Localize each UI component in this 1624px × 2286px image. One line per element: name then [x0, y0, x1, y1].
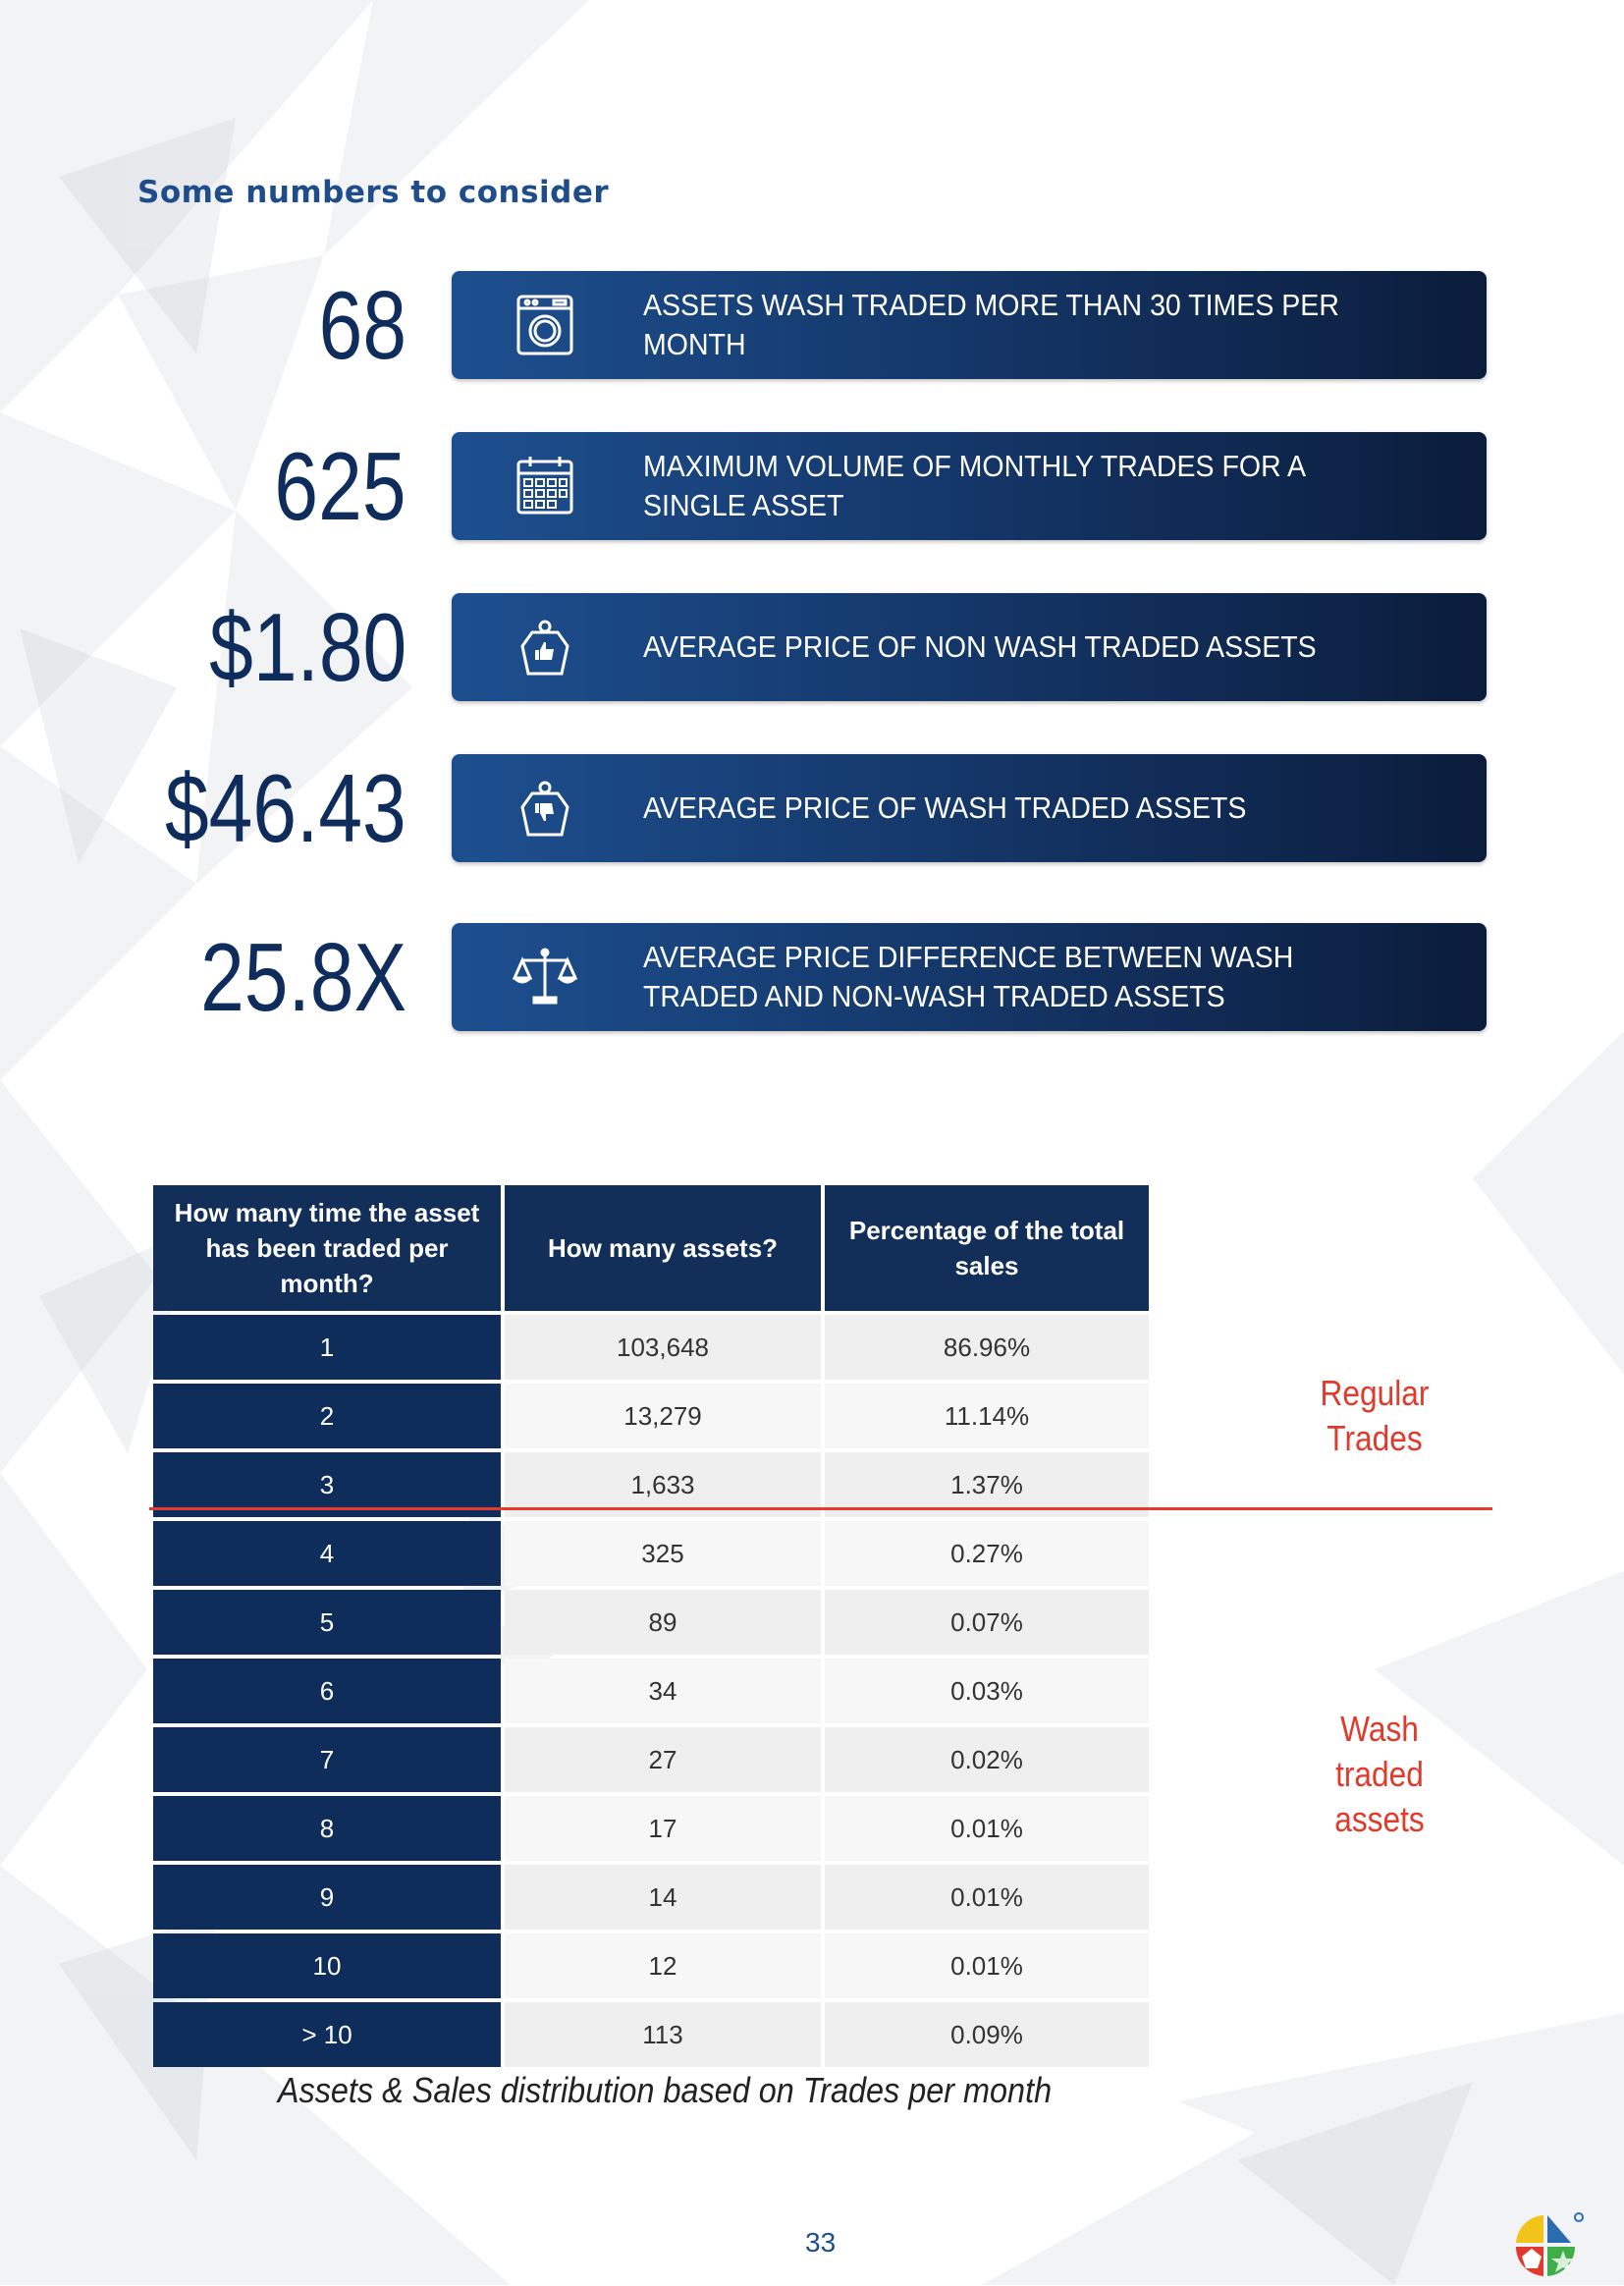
table-row: 2 13,279 11.14%: [153, 1384, 1149, 1448]
table-row: 6 34 0.03%: [153, 1659, 1149, 1723]
table-cell: 0.07%: [825, 1590, 1149, 1655]
regular-trades-label: Regular Trades: [1306, 1371, 1444, 1461]
table-cell: 10: [153, 1933, 501, 1998]
table-row: 4 325 0.27%: [153, 1521, 1149, 1586]
table-cell: 27: [505, 1727, 821, 1792]
table-cell: 2: [153, 1384, 501, 1448]
table-row: 1 103,648 86.96%: [153, 1315, 1149, 1380]
table-cell: 0.09%: [825, 2002, 1149, 2067]
table-row: 9 14 0.01%: [153, 1865, 1149, 1930]
price-tag-thumbs-up-icon: [520, 620, 569, 676]
table-cell: 13,279: [505, 1384, 821, 1448]
table-cell: 3: [153, 1452, 501, 1517]
table-row: 3 1,633 1.37%: [153, 1452, 1149, 1517]
label-line: Wash: [1340, 1709, 1419, 1749]
stat-value: $46.43: [165, 754, 406, 862]
table-cell: 325: [505, 1521, 821, 1586]
table-cell: 34: [505, 1659, 821, 1723]
stat-label: AVERAGE PRICE DIFFERENCE BETWEEN WASH TR…: [643, 940, 1294, 1013]
table-cell: > 10: [153, 2002, 501, 2067]
label-line: traded: [1335, 1754, 1424, 1794]
stat-label: ASSETS WASH TRADED MORE THAN 30 TIMES PE…: [643, 288, 1339, 361]
table-row: 5 89 0.07%: [153, 1590, 1149, 1655]
table-cell: 0.01%: [825, 1933, 1149, 1998]
table-row: 8 17 0.01%: [153, 1796, 1149, 1861]
table-cell: 9: [153, 1865, 501, 1930]
table-header-cell: How many assets?: [505, 1185, 821, 1311]
table-cell: 0.01%: [825, 1796, 1149, 1861]
page-number: 33: [805, 2227, 837, 2258]
table-cell: 0.27%: [825, 1521, 1149, 1586]
table-cell: 86.96%: [825, 1315, 1149, 1380]
stat-banner: AVERAGE PRICE OF NON WASH TRADED ASSETS: [452, 593, 1487, 701]
table-cell: 7: [153, 1727, 501, 1792]
regular-wash-divider: [149, 1507, 1492, 1510]
stat-value: $1.80: [208, 593, 406, 701]
stat-banner: AVERAGE PRICE OF WASH TRADED ASSETS: [452, 754, 1487, 862]
stats-list: 68 ASSETS WASH TRADED MORE THAN 30 TIMES…: [0, 0, 1624, 1080]
wash-traded-label: Wash traded assets: [1315, 1707, 1444, 1842]
table-row: > 10 113 0.09%: [153, 2002, 1149, 2067]
stat-label: AVERAGE PRICE OF NON WASH TRADED ASSETS: [643, 629, 1317, 664]
stat-banner: AVERAGE PRICE DIFFERENCE BETWEEN WASH TR…: [452, 923, 1487, 1031]
calendar-icon: [516, 457, 573, 515]
stat-label: MAXIMUM VOLUME OF MONTHLY TRADES FOR A S…: [643, 449, 1305, 522]
section-heading: Some numbers to consider: [137, 175, 610, 210]
table-cell: 0.02%: [825, 1727, 1149, 1792]
price-tag-thumbs-down-icon: [520, 781, 569, 837]
distribution-table: How many time the asset has been traded …: [149, 1181, 1153, 2071]
brand-logo: [1515, 2212, 1584, 2276]
table-cell: 89: [505, 1590, 821, 1655]
table-cell: 0.01%: [825, 1865, 1149, 1930]
label-line: Trades: [1326, 1418, 1423, 1458]
table-cell: 1.37%: [825, 1452, 1149, 1517]
stat-banner: ASSETS WASH TRADED MORE THAN 30 TIMES PE…: [452, 271, 1487, 379]
table-cell: 6: [153, 1659, 501, 1723]
table-cell: 4: [153, 1521, 501, 1586]
table-cell: 8: [153, 1796, 501, 1861]
table-cell: 0.03%: [825, 1659, 1149, 1723]
table-header-cell: Percentage of the total sales: [825, 1185, 1149, 1311]
table-cell: 1: [153, 1315, 501, 1380]
table-cell: 1,633: [505, 1452, 821, 1517]
table-cell: 17: [505, 1796, 821, 1861]
table-cell: 113: [505, 2002, 821, 2067]
table-row: 10 12 0.01%: [153, 1933, 1149, 1998]
table-header-cell: How many time the asset has been traded …: [153, 1185, 501, 1311]
stat-banner: MAXIMUM VOLUME OF MONTHLY TRADES FOR A S…: [452, 432, 1487, 540]
washing-machine-icon: [516, 295, 573, 355]
stat-value: 625: [274, 432, 406, 540]
stat-value: 25.8X: [199, 923, 406, 1031]
table-cell: 11.14%: [825, 1384, 1149, 1448]
label-line: assets: [1334, 1799, 1425, 1839]
balance-scale-icon: [512, 948, 578, 1005]
table-cell: 5: [153, 1590, 501, 1655]
stat-value: 68: [318, 271, 406, 379]
table-caption: Assets & Sales distribution based on Tra…: [277, 2070, 1053, 2110]
table-header-row: How many time the asset has been traded …: [153, 1185, 1149, 1311]
table-row: 7 27 0.02%: [153, 1727, 1149, 1792]
table-cell: 103,648: [505, 1315, 821, 1380]
table-cell: 14: [505, 1865, 821, 1930]
stat-label: AVERAGE PRICE OF WASH TRADED ASSETS: [643, 790, 1247, 825]
label-line: Regular: [1320, 1373, 1430, 1413]
table-cell: 12: [505, 1933, 821, 1998]
